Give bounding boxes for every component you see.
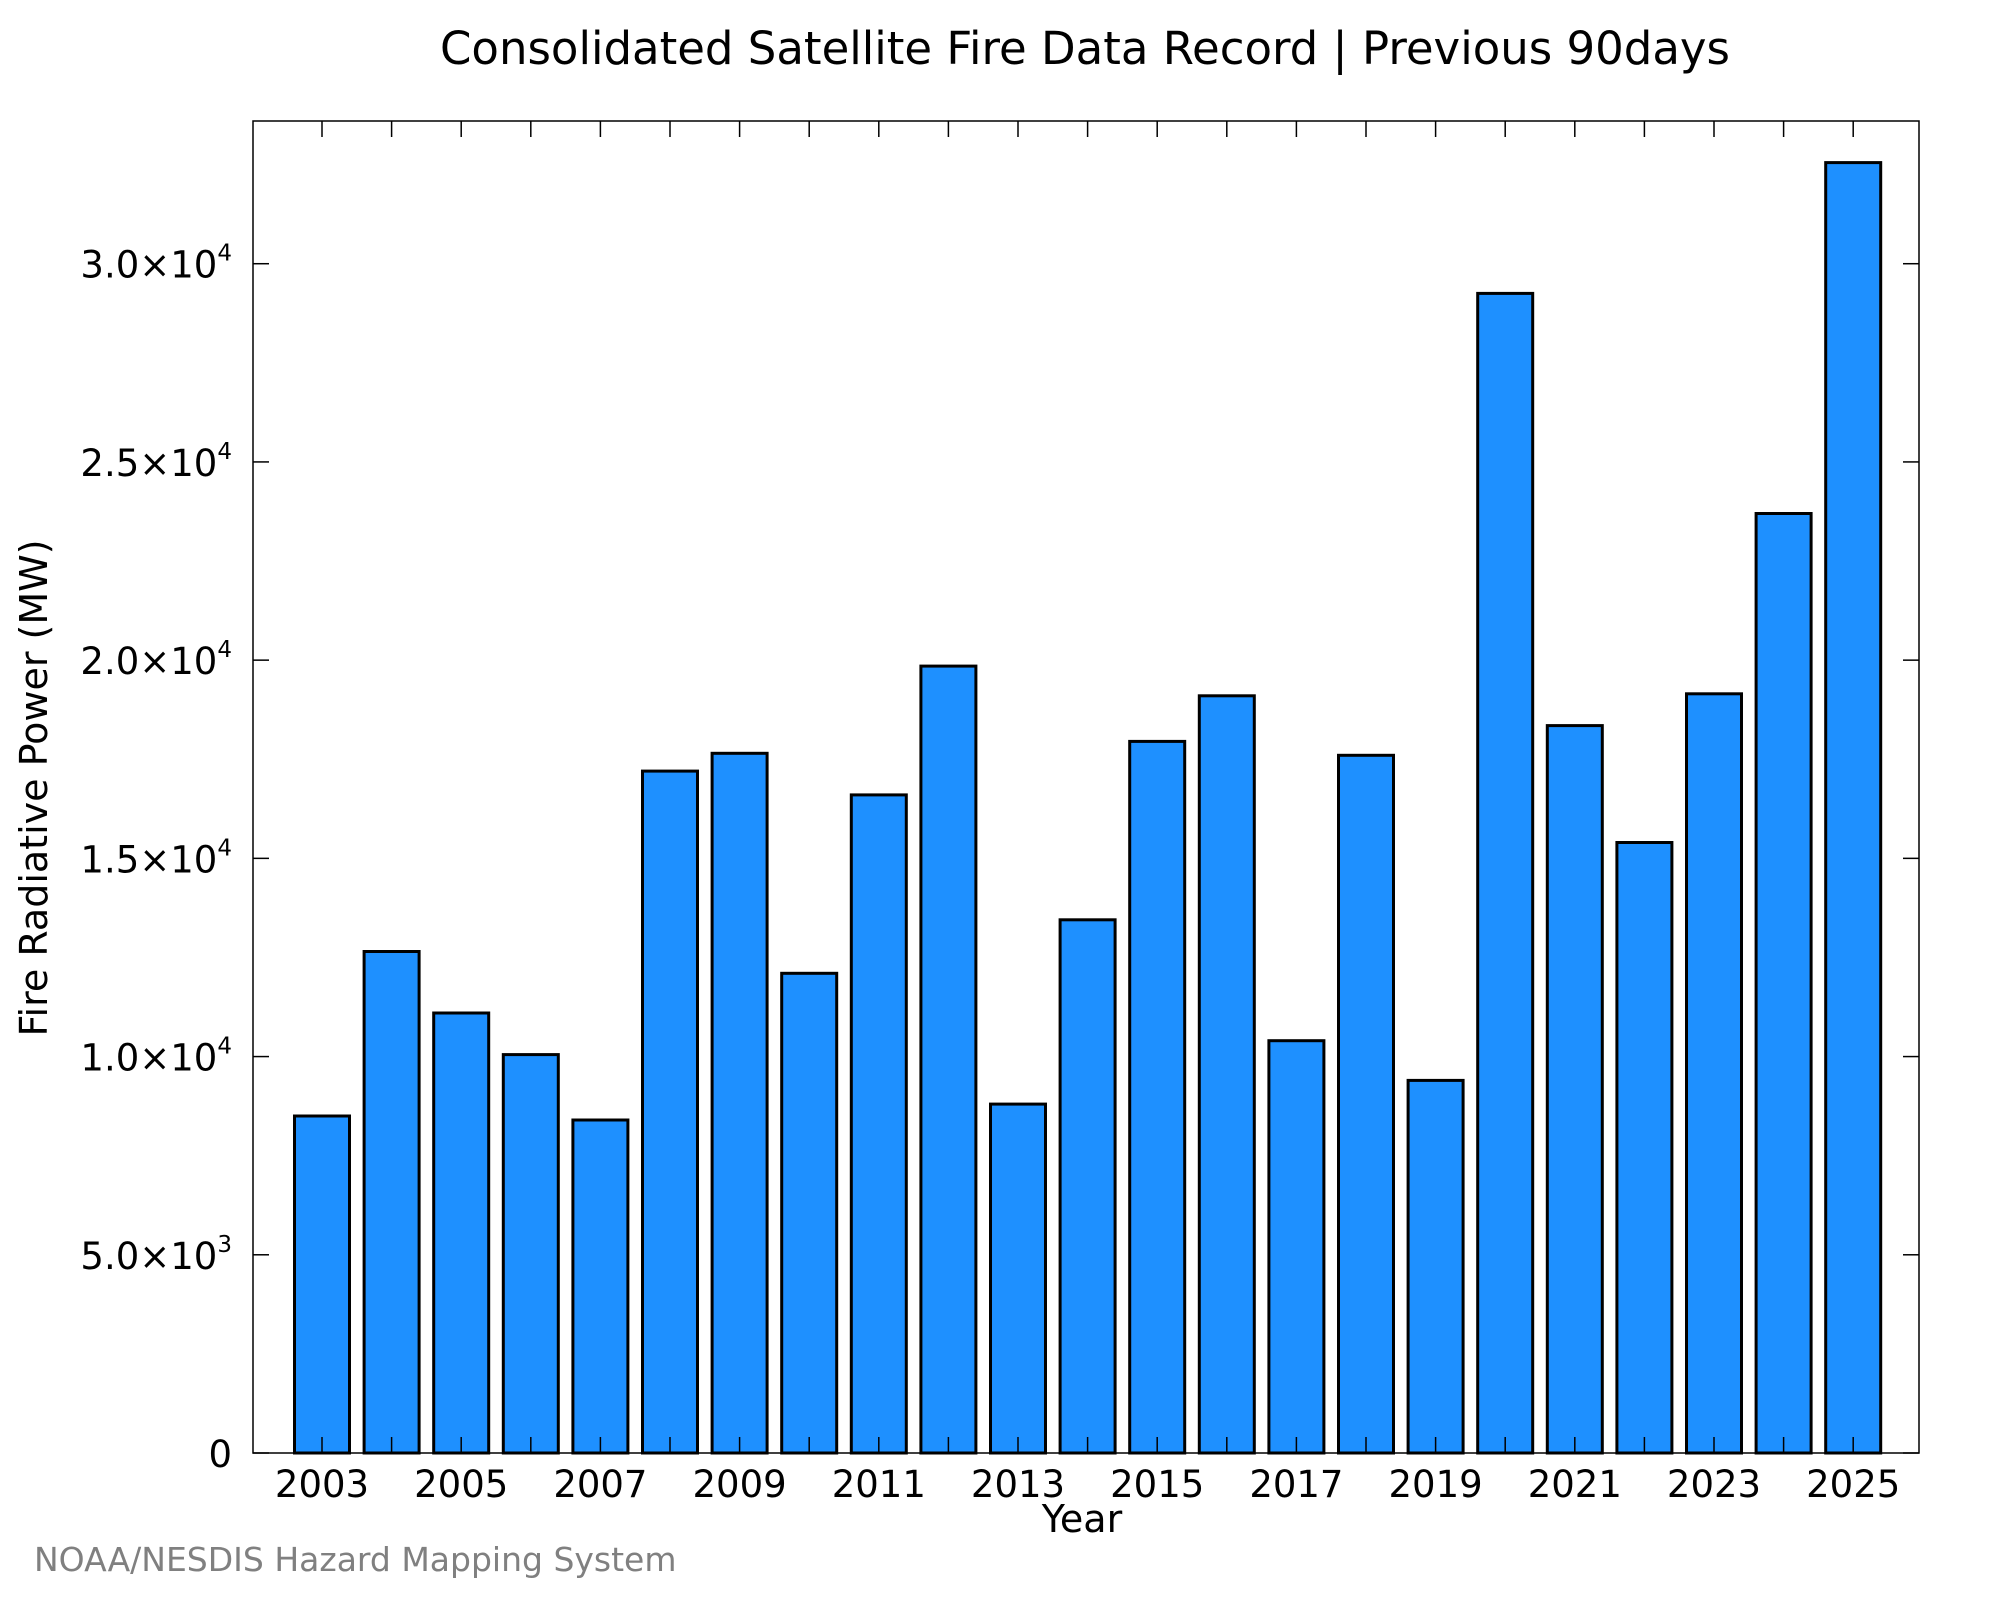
x-axis-title: Year <box>1041 1497 1123 1541</box>
bar-2003 <box>293 1114 351 1455</box>
x-tick-label-2017: 2017 <box>1249 1463 1343 1506</box>
bar-2014 <box>1058 918 1117 1455</box>
bar-2019 <box>1406 1078 1465 1455</box>
bar-2006 <box>501 1053 560 1455</box>
bar-2005 <box>432 1011 491 1455</box>
x-tick-label-2005: 2005 <box>414 1463 508 1506</box>
bar-2009 <box>710 751 769 1455</box>
y-tick-label-10000: 1.0×104 <box>80 1034 232 1080</box>
bar-2017 <box>1267 1039 1326 1455</box>
bar-2011 <box>849 793 908 1455</box>
x-tick-label-2015: 2015 <box>1110 1463 1204 1506</box>
bar-2007 <box>571 1118 630 1455</box>
bar-2010 <box>780 971 839 1455</box>
y-tick-label-5000: 5.0×103 <box>80 1232 232 1278</box>
y-axis-title: Fire Radiative Power (MW) <box>12 539 56 1036</box>
bar-2021 <box>1545 724 1604 1455</box>
bar-2016 <box>1197 694 1256 1455</box>
x-tick-label-2013: 2013 <box>971 1463 1065 1506</box>
x-tick-label-2011: 2011 <box>832 1463 926 1506</box>
bar-2008 <box>641 769 699 1455</box>
chart-title: Consolidated Satellite Fire Data Record … <box>440 22 1730 75</box>
plot-frame <box>252 120 1920 1454</box>
bar-2013 <box>989 1102 1047 1455</box>
bar-2012 <box>919 664 978 1455</box>
x-axis: 2003 2005 2007 2009 2011 2013 2015 2017 2019 2021… <box>275 121 1900 1506</box>
x-tick-label-2007: 2007 <box>553 1463 647 1506</box>
y-axis: 0 5.0×103 1.0×104 1.5×104 2.0×104 2.5×104 3.0×… <box>80 241 1919 1476</box>
bar-2022 <box>1615 841 1674 1455</box>
y-tick-label-30000: 3.0×104 <box>80 241 232 287</box>
x-tick-label-2003: 2003 <box>275 1463 369 1506</box>
y-tick-label-15000: 1.5×104 <box>80 835 232 881</box>
x-tick-label-2025: 2025 <box>1806 1463 1900 1506</box>
bar-2025 <box>1824 161 1883 1455</box>
y-tick-label-20000: 2.0×104 <box>80 637 232 683</box>
bar-2004 <box>362 950 421 1455</box>
bar-2018 <box>1337 753 1395 1455</box>
bar-2023 <box>1685 692 1743 1455</box>
x-tick-label-2021: 2021 <box>1528 1463 1622 1506</box>
x-tick-label-2023: 2023 <box>1667 1463 1761 1506</box>
bar-2020 <box>1476 291 1535 1455</box>
bar-2024 <box>1754 512 1813 1455</box>
y-tick-label-0: 0 <box>208 1433 232 1476</box>
bar-series <box>293 161 1883 1455</box>
source-credit: NOAA/NESDIS Hazard Mapping System <box>34 1540 677 1579</box>
x-tick-label-2019: 2019 <box>1389 1463 1483 1506</box>
x-tick-label-2009: 2009 <box>693 1463 787 1506</box>
bar-2015 <box>1128 739 1187 1455</box>
y-tick-label-25000: 2.5×104 <box>80 439 232 485</box>
